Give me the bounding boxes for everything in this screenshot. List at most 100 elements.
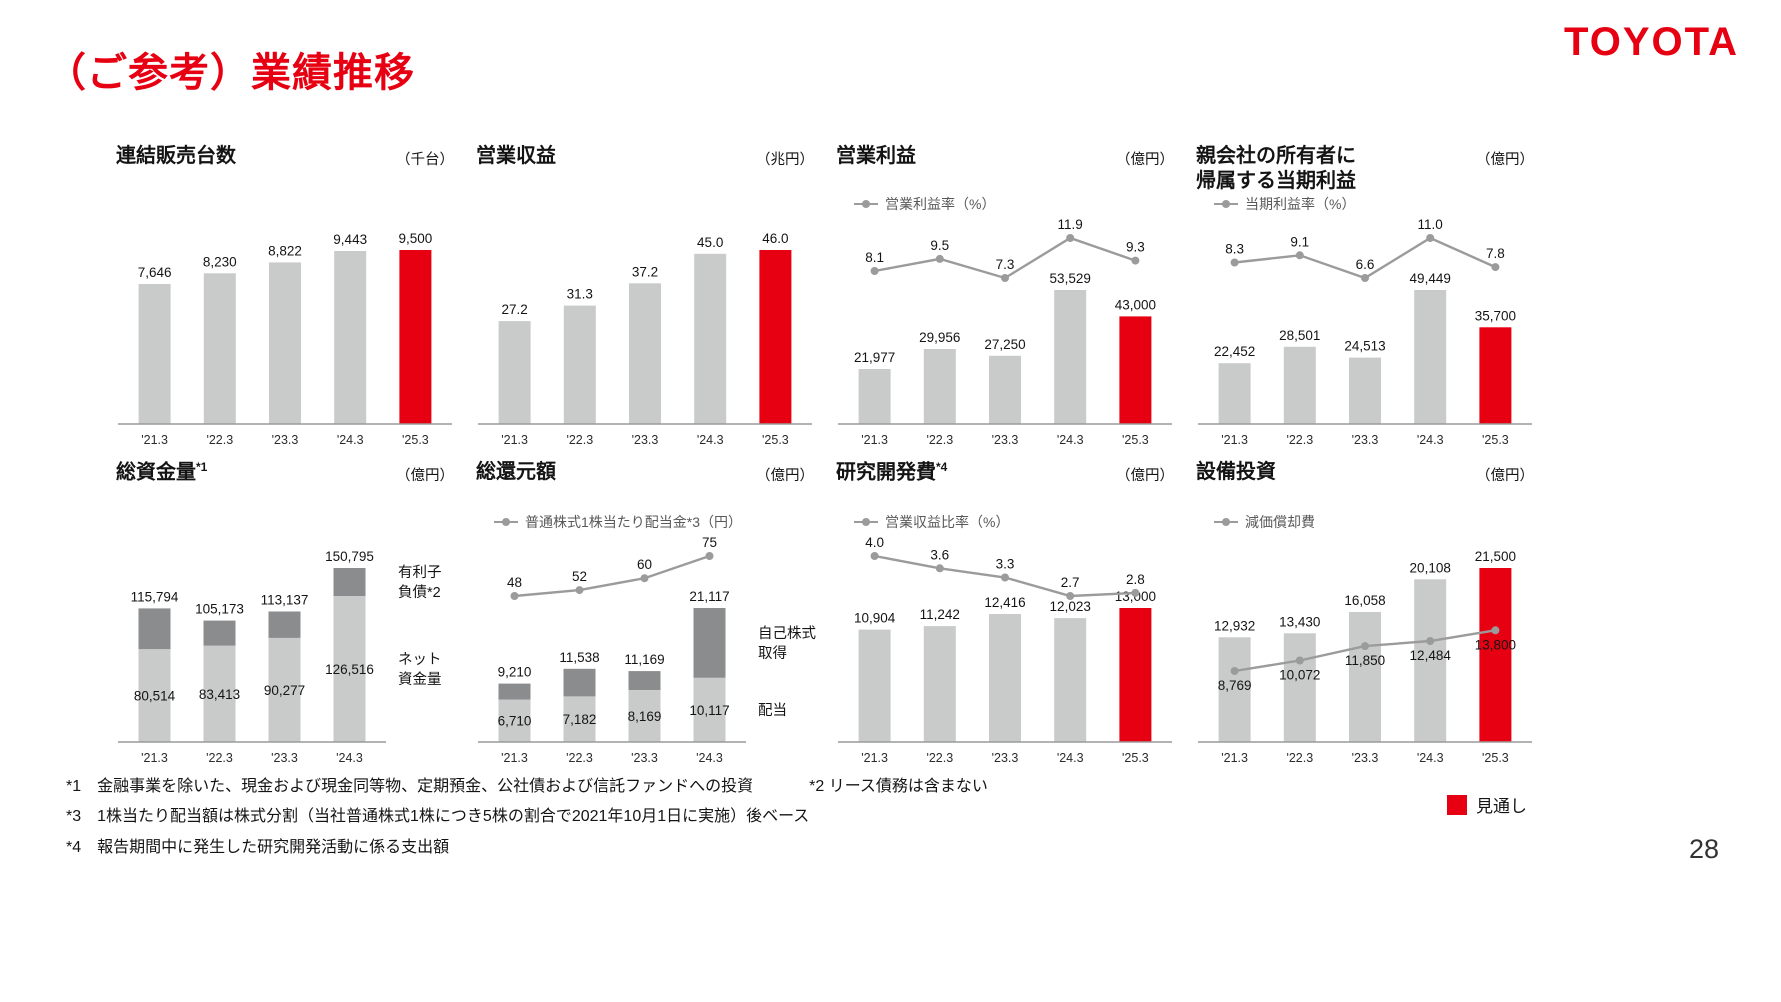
category-label: '21.3 — [501, 751, 528, 765]
line-point — [935, 564, 944, 573]
category-label: '23.3 — [992, 751, 1019, 765]
line-point — [1361, 642, 1369, 651]
category-label: '25.3 — [1482, 751, 1509, 765]
chart-unit: （兆円） — [756, 152, 814, 168]
stack-top-label: 自己株式 — [758, 625, 816, 642]
footnotes: *1 金融事業を除いた、現金および現金同等物、定期預金、公社債および信託ファンド… — [66, 772, 988, 863]
bar — [1054, 290, 1087, 424]
bar-value-label: 9,500 — [399, 231, 433, 246]
bar — [629, 283, 661, 424]
total-value-label: 11,538 — [559, 650, 599, 665]
line-value-label: 7.8 — [1486, 246, 1505, 261]
chart-header: 設備投資 （億円） — [1196, 460, 1534, 485]
line-point — [1230, 667, 1239, 675]
bar-segment-top — [628, 671, 661, 691]
category-label: '23.3 — [631, 751, 658, 765]
bar — [989, 355, 1021, 424]
bar-segment-top — [268, 611, 301, 638]
rd-expenses-chart: 10,904 '21.3 11,242 '22.3 12,416 '23.3 12,023 '… — [838, 535, 1172, 765]
bar-value-label: 45.0 — [697, 235, 723, 250]
chart-unit: （千台） — [396, 152, 454, 168]
bar — [858, 369, 891, 424]
bar-value-label: 31.3 — [567, 287, 593, 302]
bar-segment-bottom — [563, 696, 596, 742]
category-label: '25.3 — [1482, 433, 1509, 447]
chart-cell-total-funds: 総資金量*1 （億円） 80,514 115,794 '21.3 83,413 105,… — [108, 454, 456, 772]
stack-top-label: 負債*2 — [398, 584, 441, 601]
bar — [138, 284, 171, 424]
line-marker-icon — [854, 199, 878, 209]
line-point — [870, 267, 879, 275]
total-value-label: 113,137 — [261, 593, 309, 608]
footnote-line-1: *1 金融事業を除いた、現金および現金同等物、定期預金、公社債および信託ファンド… — [66, 772, 988, 802]
line-value-label: 11,850 — [1345, 653, 1385, 668]
bar-forecast — [1479, 568, 1512, 742]
line-point — [935, 254, 944, 263]
chart-cell-net-income: 親会社の所有者に 帰属する当期利益 （億円） 当期利益率（%） 22,452 '2… — [1188, 138, 1536, 454]
bar-value-label: 8,230 — [203, 254, 237, 269]
bar-value-label: 9,443 — [333, 232, 367, 247]
category-label: '23.3 — [272, 433, 299, 447]
chart-header: 研究開発費*4 （億円） — [836, 460, 1174, 486]
chart-cell-total-returns: 総還元額 （億円） 普通株式1株当たり配当金*3（円） 6,710 9,210 '2… — [468, 454, 816, 772]
category-label: '21.3 — [1221, 433, 1248, 447]
bar — [1218, 363, 1251, 424]
total-value-label: 115,794 — [131, 589, 179, 604]
line-value-label: 7.3 — [996, 257, 1015, 272]
stack-bottom-label: 資金量 — [398, 671, 442, 688]
chart-header: 営業利益 （億円） — [836, 144, 1174, 169]
stack-top-label: 有利子 — [398, 564, 442, 581]
bar-forecast — [399, 250, 432, 424]
chart-cell-operating-income: 営業利益 （億円） 営業利益率（%） 21,977 '21.3 29,956 '22.… — [828, 138, 1176, 454]
bar-segment-top — [138, 608, 171, 650]
chart-title: 営業利益 — [836, 144, 916, 169]
line-series — [514, 554, 710, 598]
line-value-label: 9.3 — [1126, 240, 1145, 255]
line-legend-label: 営業利益率（%） — [885, 196, 996, 212]
chart-title-line2: 帰属する当期利益 — [1196, 170, 1356, 192]
line-value-label: 11.0 — [1418, 217, 1443, 232]
category-label: '23.3 — [992, 433, 1019, 447]
chart-title: 総資金量*1 — [116, 460, 207, 486]
chart-header: 連結販売台数 （千台） — [116, 144, 454, 169]
line-series-legend: 減価償却費 — [1214, 512, 1315, 532]
bar — [563, 305, 596, 424]
total-funds-chart: 80,514 115,794 '21.3 83,413 105,173 '22.3 90,2… — [118, 549, 442, 765]
segment-value-label: 83,413 — [199, 687, 240, 702]
bar-value-label: 37.2 — [632, 264, 658, 279]
category-label: '23.3 — [1352, 433, 1379, 447]
line-value-label: 3.3 — [996, 557, 1015, 572]
bar-value-label: 12,932 — [1214, 618, 1255, 633]
unit-sales-chart: 7,646 '21.3 8,230 '22.3 8,822 '23.3 9,443 '24.3… — [118, 231, 452, 447]
bar-value-label: 53,529 — [1050, 271, 1091, 286]
capex-chart: 12,932 '21.3 13,430 '22.3 16,058 '23.3 20,108 '… — [1198, 549, 1532, 765]
category-label: '25.3 — [1122, 433, 1149, 447]
stack-top-label: 取得 — [758, 645, 787, 662]
bar-forecast — [1119, 316, 1152, 424]
category-label: '23.3 — [1352, 751, 1379, 765]
bar-value-label: 16,058 — [1344, 593, 1385, 608]
chart-unit: （億円） — [1116, 468, 1174, 484]
bar-segment-bottom — [138, 649, 171, 742]
line-point — [575, 586, 584, 595]
bar-forecast — [1119, 608, 1152, 742]
line-point — [640, 574, 649, 583]
chart-unit: （億円） — [1476, 468, 1534, 484]
line-value-label: 2.8 — [1126, 572, 1145, 587]
chart-header: 営業収益 （兆円） — [476, 144, 814, 169]
category-label: '25.3 — [1122, 751, 1149, 765]
line-point — [1295, 251, 1304, 260]
line-value-label: 10,072 — [1279, 668, 1320, 683]
category-label: '22.3 — [206, 433, 233, 447]
line-point — [1426, 637, 1435, 645]
line-legend-label: 営業収益比率（%） — [885, 514, 1010, 530]
total-value-label: 21,117 — [689, 589, 729, 604]
bar-segment-top — [203, 620, 236, 646]
chart-header: 総資金量*1 （億円） — [116, 460, 454, 486]
category-label: '22.3 — [1286, 751, 1313, 765]
bar-value-label: 8,822 — [268, 243, 302, 258]
chart-title-text: 総資金量 — [116, 461, 196, 484]
total-value-label: 150,795 — [325, 549, 374, 564]
chart-cell-capex: 設備投資 （億円） 減価償却費 12,932 '21.3 13,430 '22.3 16… — [1188, 454, 1536, 772]
revenue-chart: 27.2 '21.3 31.3 '22.3 37.2 '23.3 45.0 '24.3 46.0… — [478, 231, 812, 447]
